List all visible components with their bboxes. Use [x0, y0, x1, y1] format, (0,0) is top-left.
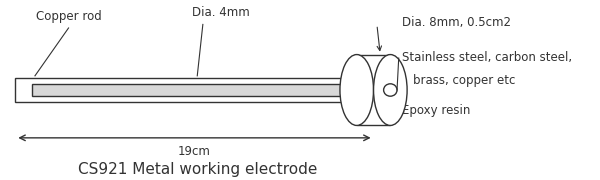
Text: Epoxy resin: Epoxy resin	[401, 104, 470, 117]
Text: 19cm: 19cm	[178, 145, 211, 158]
Bar	[357, 55, 391, 125]
Bar	[16, 78, 357, 102]
Text: Copper rod: Copper rod	[35, 10, 101, 23]
Bar	[32, 84, 357, 96]
Text: Dia. 8mm, 0.5cm2: Dia. 8mm, 0.5cm2	[401, 15, 511, 29]
Text: Stainless steel, carbon steel,: Stainless steel, carbon steel,	[401, 51, 572, 64]
Text: Dia. 4mm: Dia. 4mm	[191, 6, 250, 19]
Text: brass, copper etc: brass, copper etc	[413, 74, 515, 87]
Text: CS921 Metal working electrode: CS921 Metal working electrode	[77, 162, 317, 177]
Ellipse shape	[340, 55, 374, 125]
Ellipse shape	[383, 84, 397, 96]
Ellipse shape	[374, 55, 407, 125]
